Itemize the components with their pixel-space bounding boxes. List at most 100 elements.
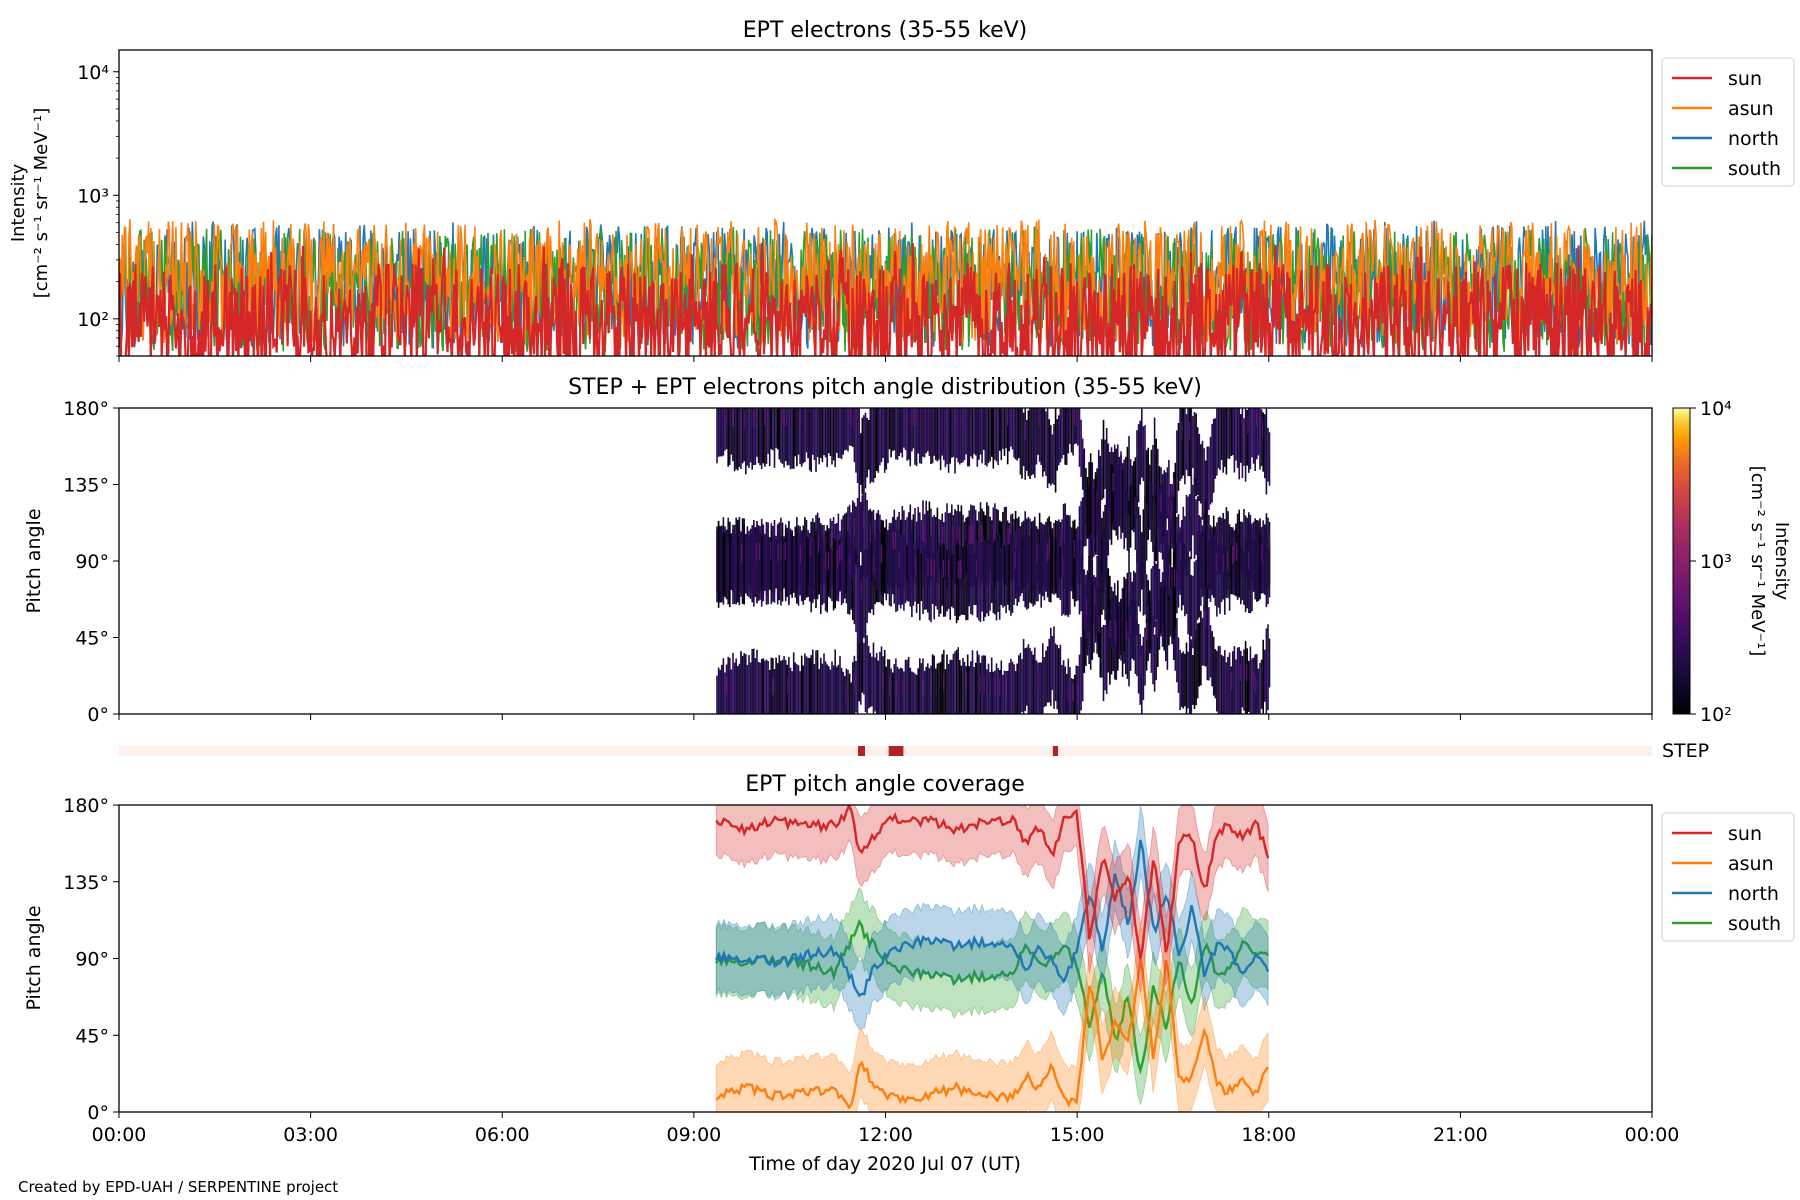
pad-heatmap-cell [1072, 408, 1074, 456]
pad-heatmap-cell [1193, 561, 1196, 646]
pad-heatmap-cell [824, 661, 827, 714]
pad-heatmap-cell [1192, 655, 1194, 705]
pad-heatmap-cell [1180, 408, 1183, 479]
pad-heatmap-cell [1200, 610, 1202, 686]
pad-heatmap-cell [990, 408, 993, 457]
pad-heatmap-cell [776, 408, 779, 450]
pad-heatmap-highlight [1094, 587, 1096, 606]
pad-heatmap-cell [946, 549, 948, 612]
pad-heatmap-cell [891, 408, 894, 452]
north-legend-label: north [1728, 883, 1779, 905]
pad-heatmap-highlight [1098, 615, 1100, 633]
pad-heatmap-cell [987, 539, 990, 617]
pad-heatmap-cell [1145, 619, 1148, 671]
pad-heatmap-cell [1264, 524, 1266, 587]
pad-heatmap-cell [880, 646, 883, 714]
pad-heatmap-cell [1091, 583, 1094, 660]
pad-heatmap-cell [1134, 457, 1137, 512]
pad-heatmap-cell [764, 660, 766, 714]
pad-heatmap-cell [1169, 484, 1172, 537]
pad-heatmap-cell [938, 408, 940, 460]
pad-heatmap-highlight [980, 524, 982, 543]
coverage-y-ticks: 0° 45° 90° 135° 180° [63, 795, 119, 1124]
pad-heatmap-cell [1160, 484, 1162, 545]
pad-heatmap-cell [759, 526, 761, 600]
pad-heatmap-cell [1262, 520, 1264, 594]
colorbar-label-line2: [cm⁻² s⁻¹ sr⁻¹ MeV⁻¹] [1747, 466, 1768, 657]
pad-heatmap-highlight [1167, 527, 1170, 546]
pad-heatmap-cell [717, 408, 720, 457]
pad-heatmap-cell [856, 553, 859, 637]
pad-heatmap-cell [799, 408, 801, 465]
pad-heatmap-cell [915, 538, 918, 613]
pad-heatmap-cell [1222, 550, 1224, 600]
pad-heatmap-cell [729, 408, 731, 466]
pad-heatmap-cell [1117, 608, 1119, 671]
pad-heatmap-cell [968, 553, 971, 607]
pad-heatmap-cell [1030, 651, 1033, 714]
pad-heatmap-cell [959, 545, 961, 617]
pad-heatmap-highlight [1262, 420, 1264, 439]
pad-heatmap-cell [813, 538, 816, 600]
pad-heatmap-cell [1014, 671, 1017, 714]
pad-heatmap-cell [845, 512, 848, 594]
pad-heatmap-highlight [1007, 408, 1009, 426]
pad-heatmap-cell [1027, 517, 1030, 584]
pad-heatmap-cell [716, 526, 718, 603]
pad-heatmap-cell [904, 542, 907, 604]
pad-heatmap-cell [1184, 516, 1186, 568]
pad-heatmap-cell [837, 540, 840, 597]
pad-heatmap-cell [844, 675, 846, 714]
pad-heatmap-cell [852, 544, 854, 621]
pad-heatmap-highlight [1062, 557, 1064, 576]
pad-heatmap-cell [1267, 517, 1269, 590]
pad-heatmap-cell [1187, 408, 1189, 476]
pad-heatmap-cell [997, 408, 999, 465]
pad-heatmap-cell [1243, 509, 1245, 580]
pad-heatmap-cell [1158, 568, 1161, 637]
pad-heatmap-highlight [999, 678, 1001, 697]
pad-heatmap-cell [1085, 574, 1087, 639]
pad-heatmap-cell [1139, 531, 1141, 612]
pad-heatmap-cell [1219, 646, 1221, 714]
pad-heatmap-cell [998, 533, 1001, 620]
pad-heatmap-cell [759, 662, 761, 714]
pad-heatmap-cell [845, 408, 848, 450]
pad-heatmap-cell [1259, 408, 1261, 470]
pad-heatmap-cell [966, 408, 969, 467]
pad-heatmap-highlight [744, 411, 746, 430]
pad-heatmap-highlight [853, 673, 855, 692]
pad-heatmap-cell [879, 651, 881, 714]
pad-heatmap-highlight [853, 517, 855, 536]
pad-heatmap-cell [816, 545, 819, 595]
pad-heatmap-cell [895, 408, 897, 460]
pad-heatmap-highlight [888, 677, 890, 696]
pad-heatmap-cell [1241, 549, 1244, 601]
pad-heatmap-cell [1268, 521, 1271, 584]
pad-heatmap-cell [962, 658, 964, 714]
pad-heatmap-highlight [970, 525, 972, 544]
asun-coverage-line [715, 958, 1270, 1110]
pad-heatmap-cell [986, 542, 988, 614]
pad-heatmap-cell [922, 408, 924, 457]
pad-heatmap-cell [1217, 548, 1220, 608]
pad-x-ticks [118, 714, 1653, 720]
pad-heatmap-cell [968, 510, 971, 582]
pad-heatmap-cell [1080, 419, 1082, 477]
pad-heatmap-cell [891, 672, 894, 714]
pad-heatmap-cell [847, 408, 849, 452]
pad-heatmap-cell [1201, 617, 1204, 666]
pad-heatmap-cell [721, 526, 723, 603]
pad-heatmap-highlight [943, 673, 945, 692]
pad-heatmap-cell [1219, 408, 1221, 470]
pad-heatmap-highlight [799, 408, 801, 426]
pad-heatmap-cell [725, 408, 728, 450]
pad-heatmap-cell [1153, 545, 1156, 628]
pad-heatmap-cell [788, 408, 790, 466]
pad-heatmap-cell [1141, 645, 1143, 714]
pad-heatmap-highlight [817, 535, 820, 554]
pad-heatmap-cell [1153, 634, 1156, 692]
pad-heatmap-cell [1196, 496, 1199, 575]
pad-heatmap-cell [923, 408, 926, 458]
pad-heatmap-cell [808, 534, 811, 602]
